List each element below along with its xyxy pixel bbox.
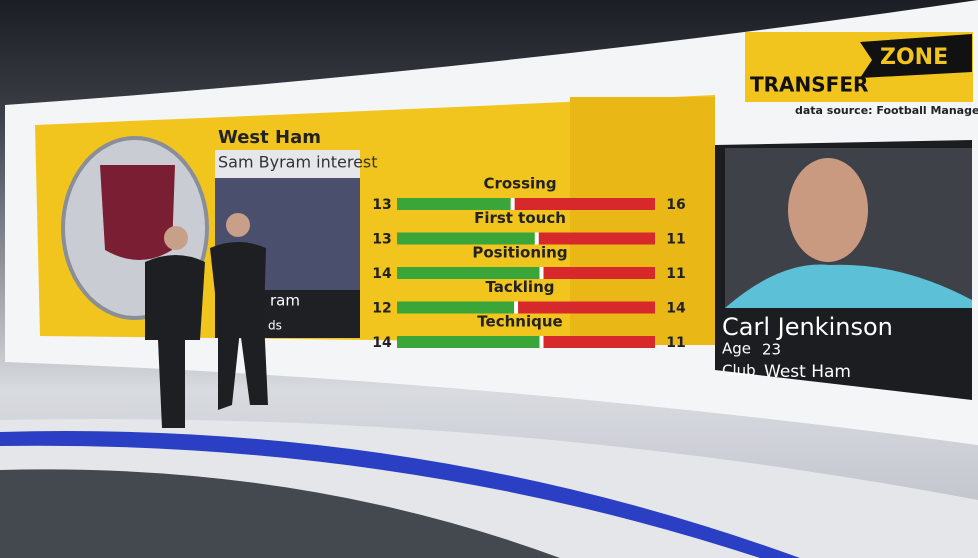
header-title: West Ham [218,127,321,148]
right-bar [541,267,655,279]
stat-name: Technique [477,313,562,331]
right-value: 16 [666,197,685,213]
player-club-label: Club [722,362,756,380]
player-club: West Ham [764,362,851,382]
presenter-head [164,226,188,250]
bar-divider [539,336,544,348]
presenters [145,213,268,428]
left-bar [397,301,517,314]
bar-divider [534,232,539,245]
left-card-fragment: ram [270,292,300,310]
left-bar [397,267,542,279]
left-value: 13 [372,197,391,213]
presenter-head [226,213,250,237]
player-age: 23 [762,341,781,359]
left-bar [397,198,513,210]
yellow-panel [35,95,715,345]
brand-word: TRANSFER [750,73,868,97]
left-value: 13 [372,232,391,248]
left-bar [397,336,542,348]
bar-divider [539,267,544,279]
player-age-label: Age [722,340,751,358]
stat-name: Crossing [483,175,556,193]
floor-stripe [0,431,800,558]
right-value: 11 [666,266,685,282]
left-value: 12 [372,301,391,317]
right-bar [541,336,655,348]
data-source: data source: Football Manager [795,104,978,117]
floor-dark [0,469,560,558]
player-name: Carl Jenkinson [722,313,893,341]
brand-word: ZONE [880,45,948,70]
left-card-fragment: ds [268,319,282,333]
left-value: 14 [372,335,392,351]
right-bar [512,198,655,210]
presenter [145,255,205,428]
header-subtitle: Sam Byram interest [218,153,378,172]
player-face [788,158,868,262]
presenter [210,242,268,410]
stat-name: First touch [474,209,566,227]
right-value: 11 [666,335,685,351]
brand-arrow [860,34,972,78]
bar-divider [510,198,515,210]
right-bar [536,232,655,245]
stat-name: Tackling [486,278,555,296]
left-bar [397,232,537,245]
left-value: 14 [372,266,392,282]
right-value: 14 [666,301,686,317]
right-value: 11 [666,232,685,248]
bar-divider [514,301,519,314]
stat-name: Positioning [472,244,567,262]
badge-shield [100,165,175,260]
right-bar [516,301,655,314]
player-shirt [725,264,972,308]
stat-comparison: Crossing 13 16 First touch 13 11 Positioning 14… [372,175,686,352]
